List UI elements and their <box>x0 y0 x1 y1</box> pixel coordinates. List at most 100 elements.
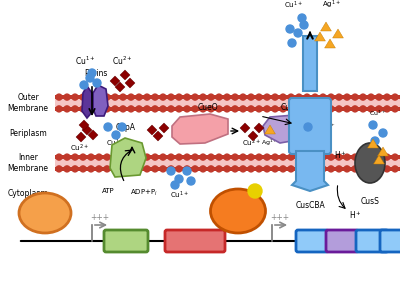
Polygon shape <box>147 125 157 135</box>
Circle shape <box>224 166 230 172</box>
Circle shape <box>286 25 294 33</box>
Circle shape <box>208 166 214 172</box>
Circle shape <box>368 154 374 160</box>
Circle shape <box>312 94 318 100</box>
Circle shape <box>248 154 254 160</box>
Circle shape <box>320 94 326 100</box>
Circle shape <box>360 166 366 172</box>
Circle shape <box>360 154 366 160</box>
Circle shape <box>376 166 382 172</box>
Circle shape <box>104 106 110 112</box>
Circle shape <box>200 94 206 100</box>
Text: H$^+$: H$^+$ <box>334 149 346 161</box>
Circle shape <box>248 184 262 198</box>
Circle shape <box>224 154 230 160</box>
Text: Cu$^{1+}$: Cu$^{1+}$ <box>284 0 304 11</box>
Circle shape <box>344 154 350 160</box>
Circle shape <box>64 166 70 172</box>
Circle shape <box>72 166 78 172</box>
Circle shape <box>56 154 62 160</box>
Text: Cu$^{1+}$: Cu$^{1+}$ <box>318 121 335 131</box>
Circle shape <box>296 166 302 172</box>
Text: cusF: cusF <box>333 237 351 246</box>
Text: CueR: CueR <box>32 209 58 217</box>
Text: CueO: CueO <box>198 103 218 112</box>
Circle shape <box>112 94 118 100</box>
Circle shape <box>256 166 262 172</box>
Circle shape <box>328 106 334 112</box>
Circle shape <box>112 106 118 112</box>
Circle shape <box>312 166 318 172</box>
Bar <box>55 95 400 99</box>
Circle shape <box>392 154 398 160</box>
Circle shape <box>93 79 101 87</box>
Circle shape <box>232 106 238 112</box>
Circle shape <box>272 154 278 160</box>
Circle shape <box>296 106 302 112</box>
Circle shape <box>224 94 230 100</box>
Text: CusR: CusR <box>225 207 251 216</box>
Circle shape <box>88 69 96 77</box>
Circle shape <box>187 177 195 185</box>
Circle shape <box>336 154 342 160</box>
Circle shape <box>328 154 334 160</box>
Circle shape <box>128 166 134 172</box>
Circle shape <box>176 106 182 112</box>
Circle shape <box>264 106 270 112</box>
Polygon shape <box>368 139 378 148</box>
Circle shape <box>304 123 312 131</box>
Circle shape <box>144 106 150 112</box>
Circle shape <box>200 154 206 160</box>
Circle shape <box>112 154 118 160</box>
Circle shape <box>96 106 102 112</box>
Polygon shape <box>172 114 228 144</box>
Text: cusB: cusB <box>363 237 381 246</box>
Circle shape <box>248 166 254 172</box>
Circle shape <box>88 94 94 100</box>
Circle shape <box>384 106 390 112</box>
Text: P: P <box>253 189 257 194</box>
Circle shape <box>216 106 222 112</box>
Circle shape <box>184 106 190 112</box>
Circle shape <box>392 106 398 112</box>
Circle shape <box>104 166 110 172</box>
Circle shape <box>232 154 238 160</box>
Circle shape <box>296 154 302 160</box>
Circle shape <box>352 154 358 160</box>
Circle shape <box>192 154 198 160</box>
Circle shape <box>368 106 374 112</box>
Polygon shape <box>88 130 98 140</box>
Circle shape <box>384 154 390 160</box>
Circle shape <box>96 94 102 100</box>
Circle shape <box>72 94 78 100</box>
Circle shape <box>152 166 158 172</box>
Circle shape <box>208 154 214 160</box>
Circle shape <box>152 154 158 160</box>
Circle shape <box>144 94 150 100</box>
Circle shape <box>264 154 270 160</box>
Circle shape <box>88 154 94 160</box>
Polygon shape <box>248 131 258 141</box>
Circle shape <box>86 74 94 82</box>
Circle shape <box>256 106 262 112</box>
Circle shape <box>152 94 158 100</box>
Circle shape <box>369 121 377 129</box>
Circle shape <box>360 106 366 112</box>
Polygon shape <box>125 78 135 88</box>
Bar <box>303 36 317 91</box>
Circle shape <box>184 154 190 160</box>
Circle shape <box>256 94 262 100</box>
Circle shape <box>208 106 214 112</box>
Circle shape <box>336 106 342 112</box>
Circle shape <box>392 166 398 172</box>
Circle shape <box>379 129 387 137</box>
Circle shape <box>272 106 278 112</box>
Circle shape <box>272 94 278 100</box>
Polygon shape <box>378 147 388 156</box>
Polygon shape <box>82 125 92 135</box>
FancyBboxPatch shape <box>296 230 328 252</box>
Text: cusA: cusA <box>387 237 400 246</box>
Circle shape <box>240 106 246 112</box>
Bar <box>55 99 400 107</box>
Circle shape <box>344 94 350 100</box>
